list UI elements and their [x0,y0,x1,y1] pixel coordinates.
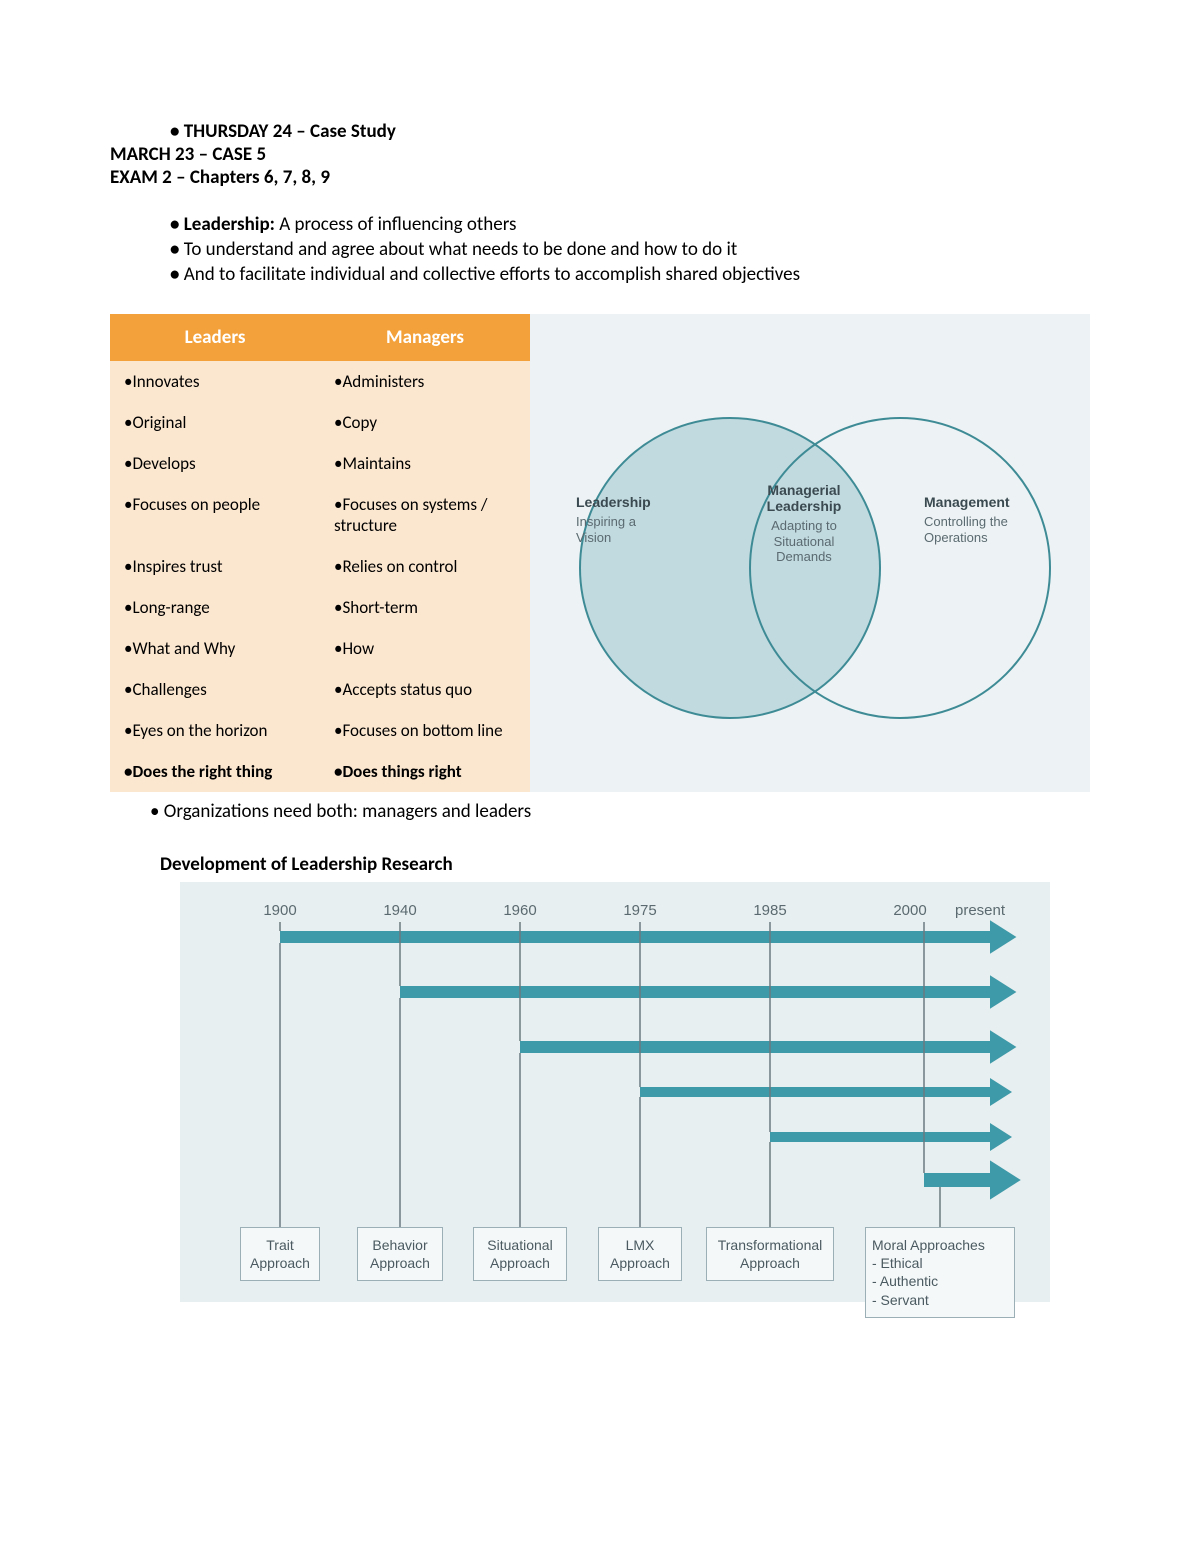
timeline-diagram: 1900 1940 1960 1975 1985 2000 present TraitAppr… [180,882,1050,1302]
timeline-box: TransformationalApproach [706,1227,834,1281]
venn-mid-sub: Adapting to Situational Demands [754,518,854,565]
leaders-managers-table: Leaders Managers InnovatesAdministersOri… [110,314,530,792]
table-cell: Does the right thing [110,751,320,792]
table-cell: Long-range [110,587,320,628]
year-label: 1940 [383,902,416,919]
year-label: 2000 [893,902,926,919]
timeline-box: BehaviorApproach [357,1227,443,1281]
timeline-box: Moral Approaches- Ethical- Authentic- Se… [865,1227,1015,1318]
table-cell: Focuses on systems / structure [320,484,530,546]
table-cell: Focuses on bottom line [320,710,530,751]
table-cell: Challenges [110,669,320,710]
table-cell: Innovates [110,361,320,402]
table-row: Focuses on peopleFocuses on systems / st… [110,484,530,546]
table-row: DevelopsMaintains [110,443,530,484]
timeline-box: LMXApproach [598,1227,682,1281]
th-leaders: Leaders [110,314,320,361]
venn-diagram: Leadership Inspiring a Vision Managerial… [530,314,1090,792]
venn-mid-label: Managerial Leadership Adapting to Situat… [754,482,854,565]
year-label: 1960 [503,902,536,919]
year-label: 1900 [263,902,296,919]
header-line-2: MARCH 23 – CASE 5 [110,143,1090,166]
venn-left-sub: Inspiring a Vision [576,514,666,545]
timeline-box: SituationalApproach [473,1227,567,1281]
table-row: OriginalCopy [110,402,530,443]
table-cell: Relies on control [320,546,530,587]
table-cell: Does things right [320,751,530,792]
table-cell: Inspires trust [110,546,320,587]
table-venn-row: Leaders Managers InnovatesAdministersOri… [110,314,1090,792]
year-label: 1975 [623,902,656,919]
table-row: Long-rangeShort-term [110,587,530,628]
table-row: Inspires trustRelies on control [110,546,530,587]
timeline-title: Development of Leadership Research [160,853,1090,876]
venn-right-sub: Controlling the Operations [924,514,1044,545]
table-row: Eyes on the horizonFocuses on bottom lin… [110,710,530,751]
bullet-1-lead: Leadership: [184,213,275,236]
bullet-1: Leadership: A process of influencing oth… [170,213,1090,236]
year-label-present: present [955,902,1005,919]
table-cell: Copy [320,402,530,443]
table-cell: Eyes on the horizon [110,710,320,751]
table-row: Does the right thingDoes things right [110,751,530,792]
venn-right-label: Management Controlling the Operations [924,494,1044,545]
table-row: ChallengesAccepts status quo [110,669,530,710]
header-line-3: EXAM 2 – Chapters 6, 7, 8, 9 [110,166,1090,189]
year-label: 1985 [753,902,786,919]
table-cell: Maintains [320,443,530,484]
table-cell: Develops [110,443,320,484]
orgs-need-both-bullet: Organizations need both: managers and le… [150,800,1090,823]
venn-right-title: Management [924,494,1044,510]
venn-left-label: Leadership Inspiring a Vision [576,494,666,545]
table-cell: Focuses on people [110,484,320,546]
bullet-3: And to facilitate individual and collect… [170,263,1090,286]
bullet-1-rest: A process of influencing others [275,213,517,236]
bullet-2: To understand and agree about what needs… [170,238,1090,261]
header-line-1: • THURSDAY 24 – Case Study [170,120,1090,143]
timeline-box: TraitApproach [240,1227,320,1281]
header-block: • THURSDAY 24 – Case Study MARCH 23 – CA… [110,120,1090,189]
th-managers: Managers [320,314,530,361]
table-cell: Original [110,402,320,443]
leadership-bullets: Leadership: A process of influencing oth… [170,213,1090,286]
venn-left-title: Leadership [576,494,666,510]
table-cell: Accepts status quo [320,669,530,710]
table-cell: Short-term [320,587,530,628]
table-row: What and WhyHow [110,628,530,669]
table-cell: What and Why [110,628,320,669]
venn-mid-title: Managerial Leadership [754,482,854,514]
table-cell: How [320,628,530,669]
table-row: InnovatesAdministers [110,361,530,402]
table-cell: Administers [320,361,530,402]
